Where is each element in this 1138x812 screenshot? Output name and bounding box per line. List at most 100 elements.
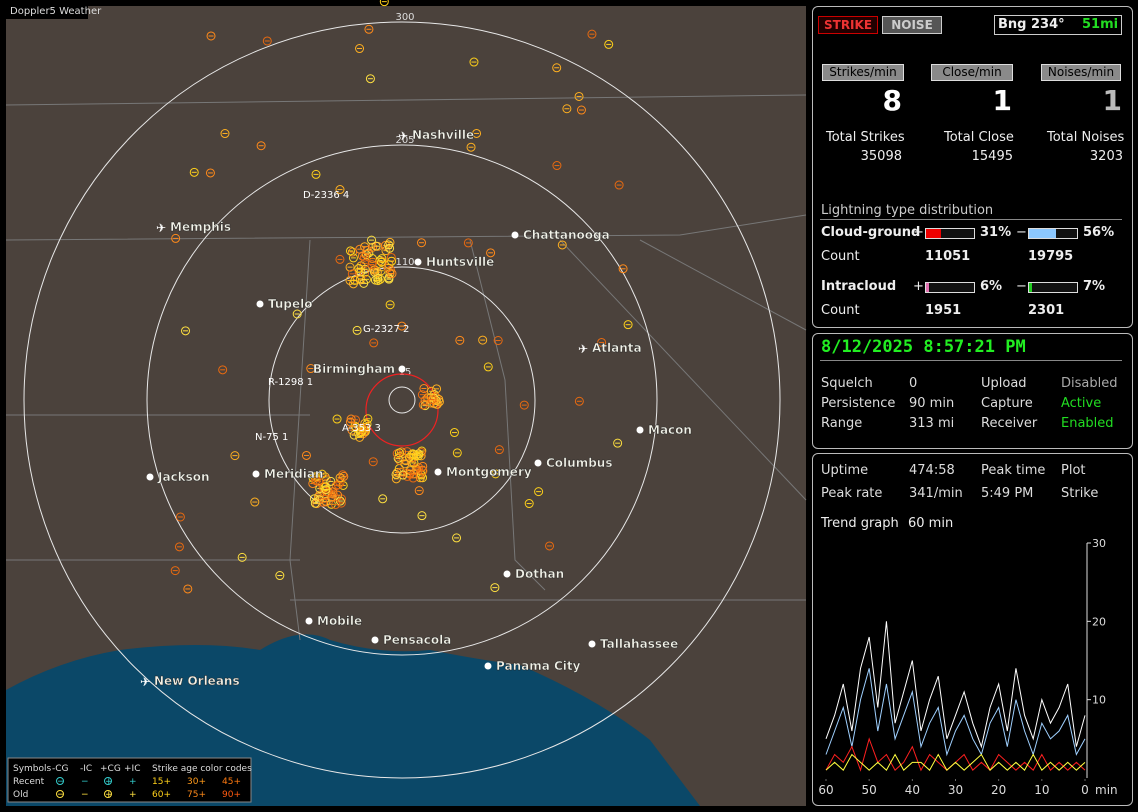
strike-symbol: [552, 161, 562, 171]
strike-symbol: [417, 511, 427, 521]
strike-symbol: [256, 141, 266, 151]
strike-symbol: [423, 393, 433, 403]
city-dot: [252, 470, 260, 478]
strike-symbol: [604, 39, 614, 49]
range-ring: [23, 21, 781, 779]
legend-box: [7, 757, 252, 803]
strike-symbol: [335, 185, 345, 195]
trend-label: Trend graph: [821, 516, 899, 531]
strike-symbol: [171, 233, 181, 243]
strike-symbol: [189, 167, 199, 177]
x-tick-label: 40: [905, 783, 920, 797]
strike-symbol: [333, 490, 343, 500]
strike-symbol: [385, 237, 395, 247]
strike-symbol: [387, 256, 397, 266]
count-value: 2301: [1028, 303, 1065, 318]
legend-symbol: [56, 777, 64, 785]
strike-symbol: [391, 474, 401, 484]
airport-icon: ✈: [578, 342, 588, 356]
strike-symbol: [335, 473, 345, 483]
strike-symbol: [292, 309, 302, 319]
strike-symbol: [359, 278, 369, 288]
strike-symbol: [397, 447, 407, 457]
bearing: Bng 234°: [998, 17, 1065, 32]
strike-symbol: [587, 29, 597, 39]
pct-fill: [926, 229, 941, 238]
strike-symbol: [181, 326, 191, 336]
strike-symbol: [170, 566, 180, 576]
strike-symbol: [409, 458, 419, 468]
strike-symbol: [357, 427, 367, 437]
strike-symbol: [452, 448, 462, 458]
strike-symbol: [373, 273, 383, 283]
city-label: New Orleans: [154, 674, 240, 688]
strike-symbol: [483, 362, 493, 372]
strike-symbol: [394, 448, 404, 458]
setting: Persistence: [821, 396, 896, 411]
strike-symbol: [378, 494, 388, 504]
setting: Squelch: [821, 376, 873, 391]
minus-sign: −: [1016, 225, 1027, 240]
legend-age: 60+: [152, 790, 171, 800]
strike-symbol: [432, 399, 442, 409]
storm-label: D-2336 4: [303, 190, 349, 201]
strike-symbol: [310, 498, 320, 508]
city-dot: [371, 636, 379, 644]
city-dot: [484, 662, 492, 670]
strike-symbol: [250, 497, 260, 507]
strike-symbol: [262, 36, 272, 46]
strike-symbol: [275, 571, 285, 581]
strike-symbol: [400, 459, 410, 469]
type-label: Intracloud: [821, 279, 897, 294]
airport-icon: ✈: [140, 675, 150, 689]
plus-sign: +: [913, 279, 924, 294]
bearing-box: [994, 15, 1122, 35]
strike-symbol: [618, 264, 628, 274]
storm-label: N-75 1: [255, 432, 288, 443]
city-dot: [503, 570, 511, 578]
legend-title: Symbols: [13, 764, 52, 774]
strike-symbol: [365, 74, 375, 84]
city-dot: [534, 459, 542, 467]
strike-symbol: [469, 57, 479, 67]
city-label: Nashville: [412, 128, 474, 142]
legend-age: 30+: [187, 777, 206, 787]
strike-button[interactable]: STRIKE: [818, 16, 878, 34]
trend-line: [825, 621, 1086, 749]
setting: Range: [821, 416, 863, 431]
setting: 90 min: [909, 396, 955, 411]
total-value: 3203: [1089, 149, 1123, 164]
strike-symbol: [402, 471, 412, 481]
storm-label: A-353 3: [342, 423, 381, 434]
strike-symbol: [385, 300, 395, 310]
legend-symbol: −: [81, 790, 89, 800]
strike-symbol: [384, 240, 394, 250]
type-label: Cloud-ground: [821, 225, 921, 240]
noise-button[interactable]: NOISE: [882, 16, 942, 34]
strike-symbol: [358, 423, 368, 433]
range-label: 300: [395, 12, 414, 23]
strike-symbol: [355, 274, 365, 284]
range-label: 110: [395, 257, 414, 268]
trend-panel: [812, 453, 1133, 806]
x-tick-label: 0: [1081, 783, 1089, 797]
strike-symbol: [352, 325, 362, 335]
strike-symbol: [314, 477, 324, 487]
distribution-title: Lightning type distribution: [821, 203, 994, 218]
range-label: 15: [399, 367, 412, 378]
strike-symbol: [351, 415, 361, 425]
map: Doppler5 Weather 300 205 110 15 ✈ Nashville ✈ M…: [5, 0, 807, 806]
setting: Disabled: [1061, 376, 1118, 391]
strike-panel: [812, 6, 1133, 328]
strike-symbol: [206, 31, 216, 41]
legend-symbol: +: [129, 790, 137, 800]
strike-symbol: [338, 470, 348, 480]
city-label: Dothan: [515, 567, 564, 581]
strike-symbol: [434, 394, 444, 404]
strike-symbol: [371, 241, 381, 251]
strike-symbol: [491, 469, 501, 479]
city-label: Birmingham: [313, 362, 395, 376]
clock: 8/12/2025 8:57:21 PM: [821, 337, 1026, 357]
strike-symbol: [396, 467, 406, 477]
